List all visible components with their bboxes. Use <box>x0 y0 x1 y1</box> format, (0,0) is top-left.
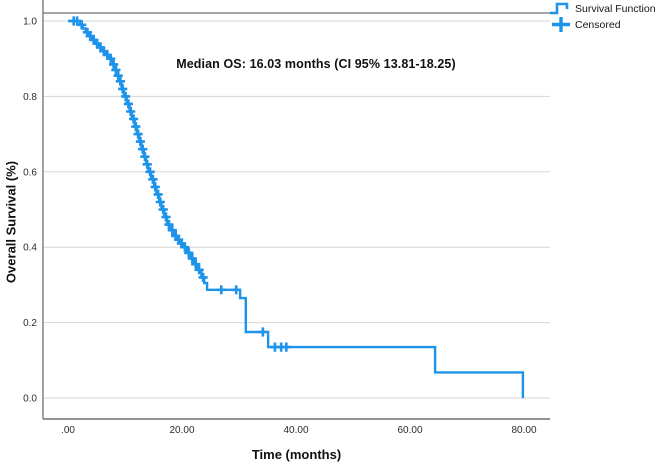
svg-text:40.00: 40.00 <box>283 425 308 436</box>
svg-text:1.0: 1.0 <box>23 17 37 28</box>
svg-text:0.4: 0.4 <box>23 243 37 254</box>
svg-text:60.00: 60.00 <box>397 425 422 436</box>
axis-tick-labels: 0.0 0.2 0.4 0.6 0.8 1.0 .00 20.00 40.00 60.00 80.0… <box>23 17 537 437</box>
svg-text:80.00: 80.00 <box>511 425 536 436</box>
svg-text:0.0: 0.0 <box>23 394 37 405</box>
legend-label: Survival Function <box>575 2 656 15</box>
svg-text:0.8: 0.8 <box>23 92 37 103</box>
svg-text:0.6: 0.6 <box>23 167 37 178</box>
plus-icon <box>552 17 570 32</box>
legend-item-censored: Censored <box>549 17 656 32</box>
survival-curve <box>68 19 525 398</box>
svg-text:0.2: 0.2 <box>23 318 37 329</box>
svg-text:20.00: 20.00 <box>169 425 194 436</box>
median-os-annotation: Median OS: 16.03 months (CI 95% 13.81-18… <box>176 57 456 71</box>
plot-frame <box>42 0 550 420</box>
censored-marks <box>69 16 291 352</box>
y-axis-title: Overall Survival (%) <box>3 160 19 284</box>
legend-item-survival-function: Survival Function <box>549 1 656 16</box>
svg-text:.00: .00 <box>61 425 75 436</box>
legend: Survival Function Censored <box>549 1 656 32</box>
step-line-icon <box>550 2 569 15</box>
x-axis-title: Time (months) <box>251 447 342 462</box>
legend-label: Censored <box>575 18 621 31</box>
